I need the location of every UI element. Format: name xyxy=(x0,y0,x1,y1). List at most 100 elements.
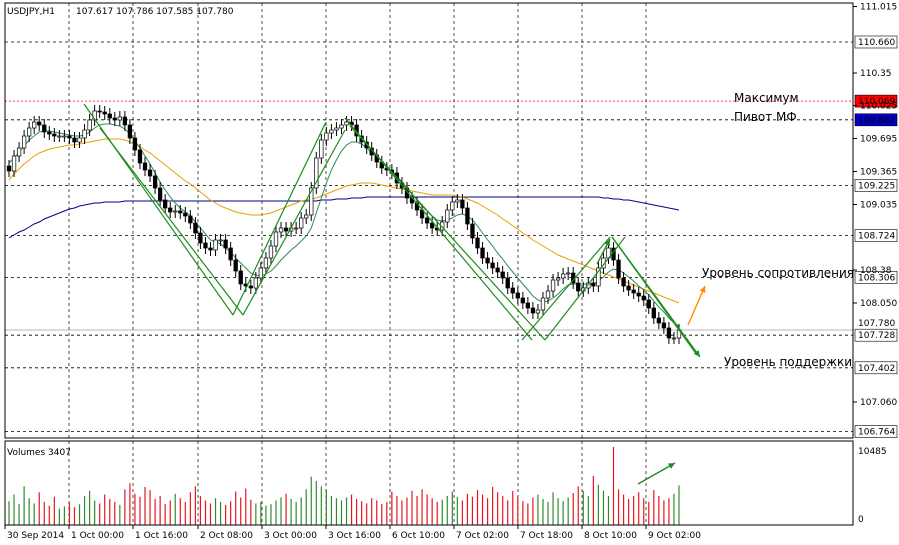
candle-body xyxy=(193,222,198,234)
ma-fast-line xyxy=(8,123,680,327)
candle-body xyxy=(183,212,188,217)
candle-body xyxy=(525,302,531,309)
candle-body xyxy=(550,279,556,292)
trend-line xyxy=(232,121,327,316)
x-tick-label: 3 Oct 00:00 xyxy=(264,531,317,541)
annotation-support: Уровень поддержки xyxy=(724,355,852,369)
candle-body xyxy=(319,139,324,159)
level-tag-label: 109.882 xyxy=(858,116,895,126)
x-tick-label: 30 Sep 2014 xyxy=(7,531,64,541)
candle-body xyxy=(666,327,672,339)
candle-body xyxy=(203,242,208,249)
candle-body xyxy=(631,289,636,294)
candle-body xyxy=(152,175,158,189)
candle-body xyxy=(329,129,334,134)
candle-body xyxy=(62,135,67,138)
candle-body xyxy=(112,117,117,121)
volume-arrow xyxy=(637,462,676,485)
candle-body xyxy=(218,239,223,242)
candle-body xyxy=(223,239,228,249)
trend-lines xyxy=(83,103,706,485)
y-tick-label: 108.38 xyxy=(860,266,892,276)
candle-body xyxy=(173,210,178,213)
y-tick-label: 111.015 xyxy=(860,3,897,13)
y-tick-label: 109.695 xyxy=(860,135,897,145)
symbol-label: USDJPY,H1 xyxy=(7,7,55,17)
candle-body xyxy=(137,149,143,164)
candle-body xyxy=(455,199,460,203)
x-tick-label: 2 Oct 08:00 xyxy=(200,531,253,541)
x-tick-label: 3 Oct 16:00 xyxy=(328,531,381,541)
candle-body xyxy=(515,292,520,299)
candle-body xyxy=(268,245,274,259)
volume-max-label: 10485 xyxy=(858,447,887,457)
candle-body xyxy=(510,287,515,294)
candle-body xyxy=(16,147,22,157)
candle-body xyxy=(480,247,485,259)
level-tag xyxy=(854,35,898,49)
candle-body xyxy=(566,272,571,275)
candle-body xyxy=(656,317,661,324)
x-tick-label: 9 Oct 02:00 xyxy=(648,531,701,541)
candle-body xyxy=(450,201,455,211)
candle-body xyxy=(299,217,304,229)
candle-body xyxy=(344,121,349,126)
ohlc-label: 107.617 107.786 107.585 107.780 xyxy=(76,7,234,17)
y-tick-label: 107.060 xyxy=(860,398,897,408)
candle-body xyxy=(263,257,269,269)
volume-bars xyxy=(8,447,680,525)
x-tick-label: 6 Oct 10:00 xyxy=(392,531,445,541)
candle-body xyxy=(661,322,667,329)
candle-body xyxy=(77,137,82,143)
level-tag xyxy=(854,328,898,342)
candle-body xyxy=(626,285,631,291)
candle-body xyxy=(586,282,591,289)
ma-mid-line xyxy=(8,138,680,304)
candle-body xyxy=(530,307,536,314)
candle-body xyxy=(253,277,258,289)
candle-body xyxy=(248,285,253,289)
moving-averages xyxy=(8,123,680,327)
candle-body xyxy=(324,132,329,141)
candle-body xyxy=(671,337,677,340)
candle-body xyxy=(67,135,72,139)
up-arrow-head xyxy=(604,239,610,246)
candle-body xyxy=(102,111,107,115)
candle-body xyxy=(520,297,525,304)
candle-body xyxy=(535,309,541,314)
candle-body xyxy=(651,307,656,319)
volume-min-label: 0 xyxy=(858,515,864,525)
level-tag-label: 108.724 xyxy=(858,232,895,242)
candle-body xyxy=(52,133,57,137)
candle-body xyxy=(283,227,289,232)
candle-body xyxy=(178,210,183,214)
support-arrow xyxy=(611,236,701,358)
candle-body xyxy=(545,290,551,299)
candle-body xyxy=(309,187,314,216)
candle-body xyxy=(42,124,47,133)
level-tag xyxy=(854,94,898,108)
candle-body xyxy=(258,267,264,279)
candle-body xyxy=(132,137,138,151)
candle-body xyxy=(188,215,193,224)
candle-body xyxy=(27,127,32,137)
volume-arrow-head xyxy=(668,463,675,469)
candle-body xyxy=(147,169,153,177)
trend-line xyxy=(242,129,346,316)
candle-body xyxy=(641,295,646,301)
level-tag xyxy=(854,361,898,375)
candle-body xyxy=(505,277,510,289)
ma-slow-line xyxy=(8,196,680,239)
x-tick-label: 1 Oct 16:00 xyxy=(135,531,188,541)
axes: 30 Sep 2014 1 Oct 00:00 1 Oct 16:00 2 Oct 0… xyxy=(4,2,897,541)
candle-body xyxy=(293,227,299,230)
candle-body xyxy=(107,113,112,119)
candle-body xyxy=(621,277,626,287)
annotation-resistance: Уровень сопротивления xyxy=(702,266,854,280)
candle-body xyxy=(228,247,233,261)
level-tag-label: 106.764 xyxy=(858,428,895,438)
y-tick-label: 110.025 xyxy=(860,102,897,112)
price-frame xyxy=(4,2,854,439)
volume-frame xyxy=(4,440,854,526)
